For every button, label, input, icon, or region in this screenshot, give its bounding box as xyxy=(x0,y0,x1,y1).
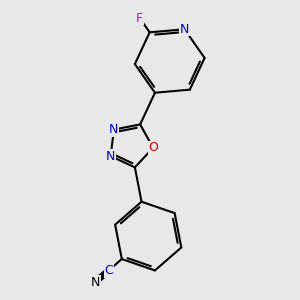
Text: O: O xyxy=(148,141,158,154)
Text: N: N xyxy=(106,150,115,163)
Text: F: F xyxy=(136,11,143,25)
Text: N: N xyxy=(91,275,100,289)
Text: N: N xyxy=(109,123,119,136)
Text: N: N xyxy=(180,23,189,36)
Text: C: C xyxy=(104,264,113,277)
